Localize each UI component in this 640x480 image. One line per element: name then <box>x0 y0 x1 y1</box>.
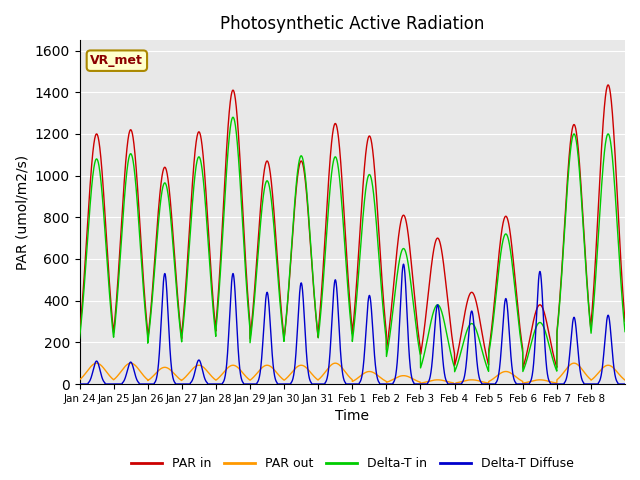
Legend: PAR in, PAR out, Delta-T in, Delta-T Diffuse: PAR in, PAR out, Delta-T in, Delta-T Dif… <box>125 452 579 475</box>
Y-axis label: PAR (umol/m2/s): PAR (umol/m2/s) <box>15 155 29 270</box>
Title: Photosynthetic Active Radiation: Photosynthetic Active Radiation <box>220 15 484 33</box>
Text: VR_met: VR_met <box>90 54 143 67</box>
X-axis label: Time: Time <box>335 409 369 423</box>
